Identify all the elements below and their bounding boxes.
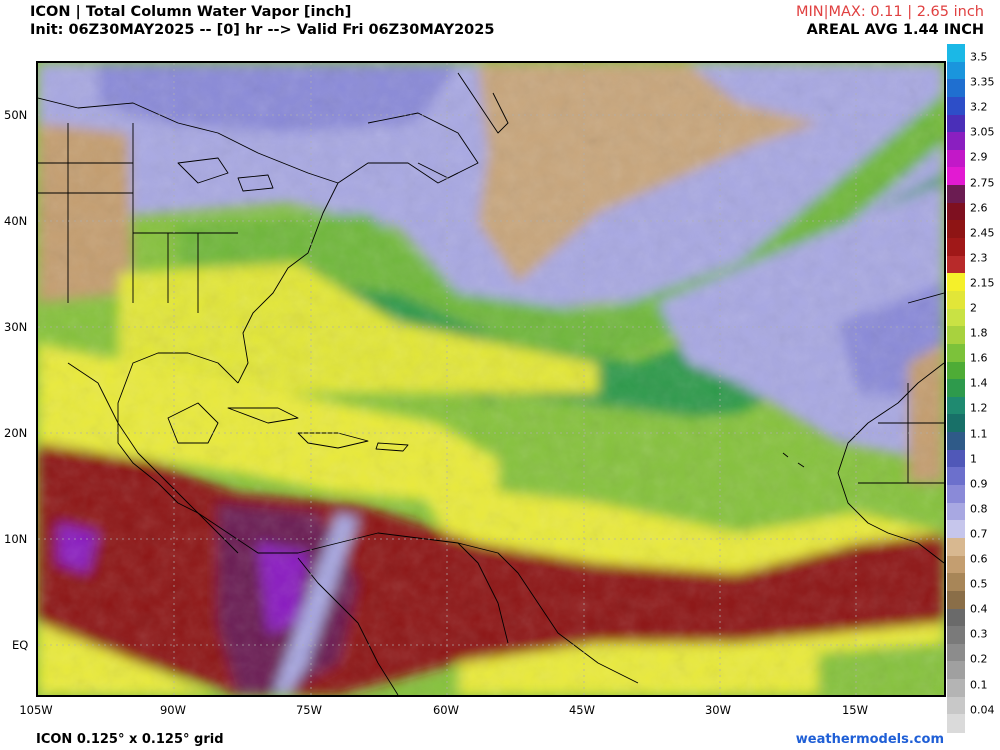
colorbar-cell	[947, 220, 965, 239]
lon-label-105w: 105W	[19, 703, 53, 717]
colorbar-tick-label: 2.15	[970, 276, 995, 290]
colorbar-cell	[947, 343, 965, 363]
colorbar-tick-label: 0.04	[970, 703, 995, 717]
colorbar-tick-label: 0.2	[970, 652, 988, 666]
colorbar-cell	[947, 502, 965, 521]
colorbar-cell	[947, 273, 965, 292]
grid-resolution-note: ICON 0.125° x 0.125° grid	[36, 732, 224, 747]
lon-label-90w: 90W	[159, 703, 187, 717]
colorbar-cell	[947, 643, 965, 663]
colorbar-tick-label: 3.5	[970, 50, 988, 64]
colorbar-cell	[947, 308, 965, 327]
colorbar-cell	[947, 79, 965, 98]
colorbar-tick-label: 2.3	[970, 251, 988, 265]
colorbar-tick-label: 2.75	[970, 176, 995, 189]
colorbar-cell	[947, 61, 965, 80]
colorbar-tick-label: 0.6	[970, 552, 988, 566]
colorbar-tick-label: 1	[970, 452, 977, 466]
lon-label-60w: 60W	[432, 703, 460, 717]
colorbar-cell	[947, 714, 965, 733]
lon-label-30w: 30W	[704, 703, 732, 717]
colorbar-cell	[947, 679, 965, 698]
colorbar-cell	[947, 96, 965, 116]
colorbar-cell	[947, 537, 965, 557]
lat-label-50n: 50N	[4, 108, 28, 122]
lat-label-10n: 10N	[4, 532, 28, 546]
lat-label-20n: 20N	[4, 426, 28, 440]
colorbar-cell	[947, 361, 965, 380]
lon-label-75w: 75W	[295, 703, 323, 717]
colorbar	[947, 44, 965, 733]
colorbar-cell	[947, 132, 965, 151]
colorbar-tick-label: 0.1	[970, 678, 988, 691]
colorbar-tick-label: 2.45	[970, 226, 995, 240]
colorbar-tick-label: 0.3	[970, 627, 988, 641]
site-link[interactable]: weathermodels.com	[795, 732, 944, 747]
colorbar-cell	[947, 608, 965, 627]
colorbar-cell	[947, 661, 965, 680]
colorbar-cell	[947, 555, 965, 574]
colorbar-cell	[947, 467, 965, 486]
colorbar-cell	[947, 44, 965, 63]
init-valid-time: Init: 06Z30MAY2025 -- [0] hr --> Valid F…	[30, 22, 495, 38]
colorbar-tick-label: 2.9	[970, 150, 988, 164]
colorbar-cell	[947, 520, 965, 539]
lon-label-45w: 45W	[568, 703, 596, 717]
colorbar-tick-label: 1.6	[970, 351, 988, 365]
colorbar-tick-label: 3.35	[970, 75, 995, 89]
areal-average-readout: AREAL AVG 1.44 INCH	[806, 22, 984, 38]
colorbar-tick-label: 1.4	[970, 376, 988, 390]
colorbar-cell	[947, 379, 965, 398]
colorbar-cell	[947, 449, 965, 468]
colorbar-tick-label: 1.1	[970, 427, 988, 440]
colorbar-tick-label: 3.05	[970, 125, 995, 139]
colorbar-cell	[947, 185, 965, 204]
colorbar-cell	[947, 149, 965, 169]
colorbar-tick-label: 0.5	[970, 577, 988, 591]
lon-label-15w: 15W	[841, 703, 869, 717]
colorbar-cell	[947, 167, 965, 186]
colorbar-cell	[947, 114, 965, 133]
colorbar-cell	[947, 432, 965, 451]
colorbar-cell	[947, 396, 965, 416]
colorbar-tick-label: 0.9	[970, 477, 988, 491]
colorbar-tick-label: 1.2	[970, 401, 988, 415]
colorbar-tick-label: 2.6	[970, 201, 988, 215]
graticule	[38, 63, 944, 695]
colorbar-tick-label: 1.8	[970, 326, 988, 340]
colorbar-tick-label: 2	[970, 301, 977, 315]
colorbar-tick-label: 0.8	[970, 502, 988, 516]
min-max-readout: MIN|MAX: 0.11 | 2.65 inch	[795, 4, 984, 20]
colorbar-tick-label: 0.4	[970, 602, 988, 616]
colorbar-cell	[947, 290, 965, 310]
colorbar-cell	[947, 255, 965, 274]
colorbar-cell	[947, 696, 965, 715]
water-vapor-map[interactable]	[36, 61, 946, 697]
colorbar-tick-label: 0.7	[970, 527, 988, 541]
colorbar-cell	[947, 573, 965, 592]
lat-label-30n: 30N	[4, 320, 28, 334]
colorbar-tick-label: 3.2	[970, 100, 988, 114]
colorbar-cell	[947, 414, 965, 433]
colorbar-cell	[947, 590, 965, 610]
colorbar-cell	[947, 238, 965, 257]
colorbar-cell	[947, 626, 965, 645]
colorbar-cell	[947, 485, 965, 504]
colorbar-cell	[947, 202, 965, 221]
map-title: ICON | Total Column Water Vapor [inch]	[30, 4, 352, 20]
lat-label-40n: 40N	[4, 214, 28, 228]
lat-label-eq: EQ	[12, 638, 29, 652]
colorbar-cell	[947, 326, 965, 345]
